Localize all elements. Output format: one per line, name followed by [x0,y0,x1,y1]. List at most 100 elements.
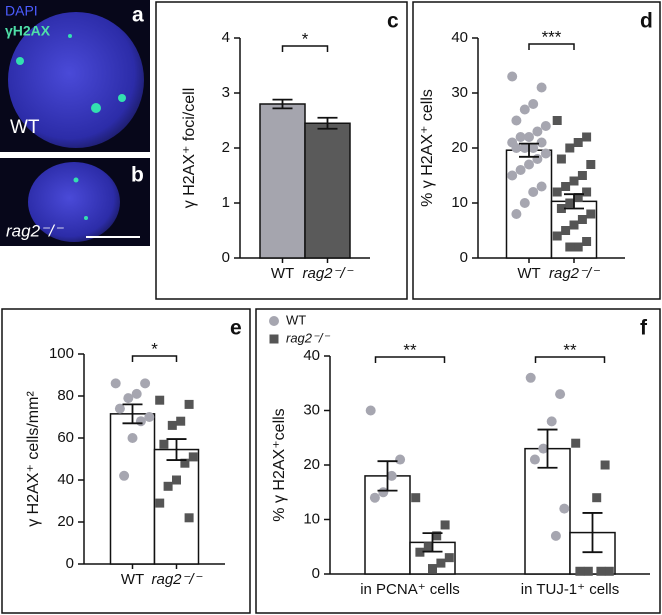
panel-letter: a [132,4,144,27]
data-point [529,454,540,465]
data-point [365,405,376,416]
x-tick-label: WT [121,571,144,588]
y-tick-label: 20 [303,456,320,473]
data-point [565,143,575,153]
bar [259,103,306,259]
y-tick-label: 0 [312,565,320,582]
focus [91,103,101,113]
data-point [552,116,562,125]
significance-bracket [374,356,446,363]
data-point [184,399,194,409]
error-bar [317,116,338,130]
error-bar [582,512,603,554]
data-point [423,542,433,552]
focus [73,177,79,183]
error-bar [272,98,293,110]
data-point [577,171,587,180]
legend-label: rag2⁻/⁻ [286,330,330,345]
stain-label: DAPI [5,3,38,19]
data-point [519,198,530,208]
error-bar [564,193,584,210]
data-point [411,493,421,503]
data-point [428,564,437,574]
y-tick-label: 100 [49,345,74,362]
y-tick-label: 2 [222,139,230,156]
data-point [140,378,151,389]
data-point [536,181,547,192]
image-a: DAPI γH2AX a WT [0,0,150,152]
x-tick-label: WT [271,265,294,282]
data-point [532,126,543,137]
y-tick-label: 40 [57,471,74,488]
data-point [540,121,551,131]
data-point [507,170,518,181]
data-point [556,204,566,213]
error-bar [122,403,143,425]
data-point [586,209,596,219]
data-point [575,566,585,576]
data-point [386,470,397,481]
y-tick-label: 0 [460,249,468,266]
error-bar [377,460,398,492]
data-point [524,132,534,142]
data-point [269,334,279,344]
y-axis-label: γ H2AX⁺ foci/cell [181,88,198,208]
panel-letter: d [640,10,653,33]
data-point [167,420,177,430]
y-tick-label: 1 [222,194,230,211]
data-point [436,558,446,568]
significance-bracket [131,355,178,362]
data-point [184,513,194,523]
data-point [596,566,606,576]
data-point [573,242,583,252]
focus [84,216,88,220]
data-point [556,154,566,164]
panel-letter: c [387,10,399,33]
data-point [444,553,454,563]
data-point [573,138,583,147]
data-point [569,220,579,230]
data-point [552,231,562,241]
data-point [525,372,536,383]
data-point [144,412,155,422]
nucleus [28,162,120,242]
data-point [511,209,522,219]
nucleus [8,12,144,148]
y-tick-label: 60 [57,429,74,446]
data-point [555,389,566,400]
data-point [269,316,279,326]
y-tick-label: 40 [303,347,320,364]
focus [118,94,126,102]
error-bar [519,142,539,158]
data-point [561,182,571,191]
data-point [135,416,146,427]
significance-bracket [281,45,329,52]
data-point [600,460,610,470]
data-point [515,132,526,142]
data-point [432,531,442,541]
data-point [114,403,125,414]
data-point [440,520,450,530]
data-point [395,454,406,465]
legend-label: WT [286,312,306,327]
y-tick-label: 0 [66,555,74,572]
y-tick-label: 10 [451,194,468,211]
data-point [511,143,522,153]
data-point [569,176,579,186]
data-point [573,193,583,202]
significance: ** [403,340,417,359]
data-point [532,154,543,164]
y-axis-label: % γ H2AX⁺ cells [419,89,436,207]
data-point [577,215,587,224]
data-point [155,498,165,508]
panel-letter: b [131,164,144,187]
y-tick-label: 10 [303,510,320,527]
stain-label: γH2AX [5,23,51,39]
bar [304,122,351,259]
x-tick-label: in PCNA⁺ cells [360,581,460,598]
data-point [586,160,596,169]
data-point [552,187,562,197]
panel-frame [155,1,408,300]
error-bar [537,428,558,469]
